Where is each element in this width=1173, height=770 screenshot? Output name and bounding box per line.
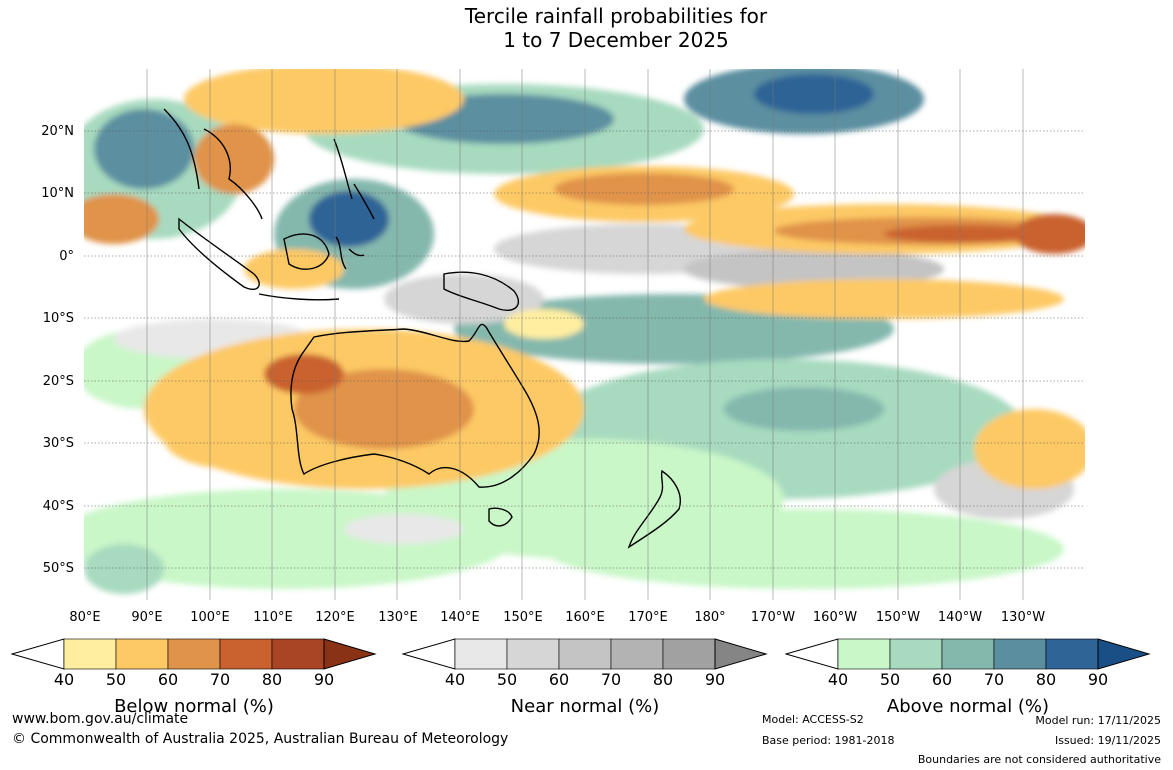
lon-label: 110°E (253, 610, 293, 625)
lon-label: 80°E (69, 610, 101, 625)
tick-label: 40 (53, 670, 75, 689)
above-normal-colorbar (785, 638, 1151, 670)
tick-label: 50 (105, 670, 127, 689)
lon-label: 100°E (190, 610, 230, 625)
boundaries-disclaimer: Boundaries are not considered authoritat… (917, 753, 1161, 766)
map-title: Tercile rainfall probabilities for 1 to … (0, 4, 1173, 52)
above-normal-label: Above normal (%) (886, 696, 1050, 717)
near-normal-label: Near normal (%) (510, 696, 660, 717)
new-zealand-outline (627, 469, 681, 549)
above-normal-swatch (941, 638, 995, 670)
above-normal-swatch (1045, 638, 1099, 670)
coastlines (163, 108, 681, 549)
below-normal-swatch (167, 638, 221, 670)
above-normal-arrow-low (785, 638, 839, 670)
tick-label: 80 (652, 670, 674, 689)
below-normal-swatch (63, 638, 117, 670)
lat-label: 40°S (42, 499, 74, 514)
lat-label: 50°S (42, 561, 74, 576)
java-outline (258, 293, 340, 301)
title-line-1: Tercile rainfall probabilities for (464, 4, 768, 28)
copyright: © Commonwealth of Australia 2025, Austra… (12, 731, 509, 747)
lat-label: 0° (59, 249, 74, 264)
lon-label: 160°E (565, 610, 605, 625)
lon-label: 150°W (875, 610, 921, 625)
lon-label: 170°W (750, 610, 796, 625)
below-normal-arrow-low (11, 638, 65, 670)
tick-label: 90 (313, 670, 335, 689)
lat-label: 30°S (42, 436, 74, 451)
philippines-outline (333, 138, 375, 220)
tick-label: 70 (209, 670, 231, 689)
rainfall-probability-map (84, 69, 1085, 600)
new-guinea-outline (443, 271, 519, 311)
above-normal-swatch (837, 638, 891, 670)
below-normal-swatch (271, 638, 325, 670)
probability-field (84, 69, 1085, 594)
lat-label: 10°N (41, 186, 74, 201)
mainland-asia-outline (163, 108, 263, 220)
below-normal-colorbar (11, 638, 377, 670)
above-normal-swatch (993, 638, 1047, 670)
tasmania-outline (488, 507, 513, 527)
tick-label: 90 (704, 670, 726, 689)
tick-label: 90 (1087, 670, 1109, 689)
near-normal-arrow-high (714, 638, 768, 670)
lon-label: 180° (694, 610, 726, 625)
near-normal-swatch (662, 638, 716, 670)
tick-label: 80 (261, 670, 283, 689)
gridlines (84, 130, 1085, 569)
base-period: Base period: 1981-2018 (762, 734, 895, 747)
sumatra-outline (178, 217, 260, 291)
tick-label: 60 (548, 670, 570, 689)
tick-label: 60 (931, 670, 953, 689)
above-normal-arrow-high (1097, 638, 1151, 670)
model-run: Model run: 17/11/2025 (1035, 714, 1161, 727)
lon-label: 170°E (628, 610, 668, 625)
borneo-outline (283, 233, 330, 270)
source-url: www.bom.gov.au/climate (12, 711, 189, 727)
tick-label: 40 (444, 670, 466, 689)
near-normal-arrow-low (402, 638, 456, 670)
near-normal-swatch (610, 638, 664, 670)
lon-label: 140°E (440, 610, 480, 625)
lon-label: 130°W (1000, 610, 1046, 625)
tick-label: 50 (879, 670, 901, 689)
lat-label: 10°S (42, 311, 74, 326)
issued-date: Issued: 19/11/2025 (1054, 734, 1161, 747)
lon-label: 160°W (812, 610, 858, 625)
below-normal-swatch (115, 638, 169, 670)
below-normal-arrow-high (323, 638, 377, 670)
australia-outline (290, 323, 540, 488)
lon-label: 130°E (378, 610, 418, 625)
sulawesi-outline (335, 236, 365, 270)
near-normal-colorbar (402, 638, 768, 670)
near-normal-swatch (454, 638, 508, 670)
lon-label: 90°E (131, 610, 163, 625)
tick-label: 70 (600, 670, 622, 689)
tick-label: 50 (496, 670, 518, 689)
tick-label: 40 (827, 670, 849, 689)
lat-label: 20°S (42, 374, 74, 389)
tick-label: 80 (1035, 670, 1057, 689)
below-normal-label: Below normal (%) (114, 696, 274, 717)
lat-label: 20°N (41, 124, 74, 139)
above-normal-swatch (889, 638, 943, 670)
tick-label: 70 (983, 670, 1005, 689)
lon-label: 140°W (937, 610, 983, 625)
meridians (146, 69, 1024, 600)
tick-label: 60 (157, 670, 179, 689)
model-name: Model: ACCESS-S2 (762, 713, 864, 726)
title-line-2: 1 to 7 December 2025 (503, 28, 729, 52)
near-normal-swatch (558, 638, 612, 670)
near-normal-swatch (506, 638, 560, 670)
lon-label: 120°E (315, 610, 355, 625)
lon-label: 150°E (503, 610, 543, 625)
below-normal-swatch (219, 638, 273, 670)
